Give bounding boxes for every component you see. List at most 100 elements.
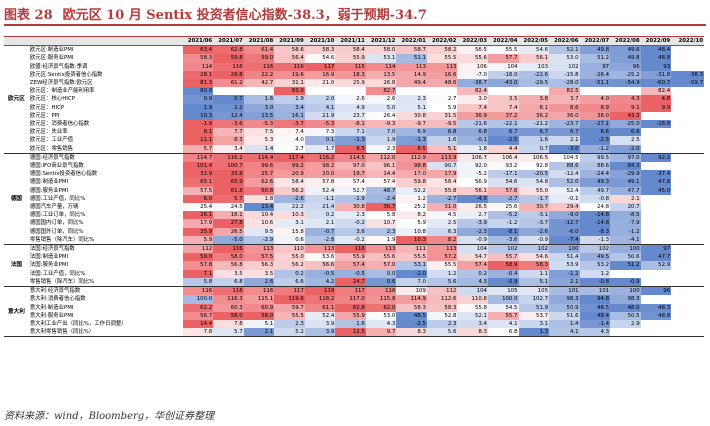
column-header: 2022/04: [487, 35, 519, 47]
value-cell: 8.3: [213, 136, 244, 145]
value-cell: 6.8: [487, 328, 519, 338]
row-label: 德国:工业订单，同比%: [29, 212, 86, 219]
value-cell: 62.8: [335, 303, 366, 312]
value-cell: -12.7: [549, 219, 580, 228]
value-cell: 58.3: [518, 261, 550, 270]
value-cell: -26.4: [579, 70, 611, 80]
value-cell: 2.5: [610, 136, 641, 145]
value-cell: 112: [426, 286, 458, 296]
value-cell: 18.3: [335, 70, 366, 80]
value-cell: 15.8: [274, 227, 305, 236]
value-cell: [671, 95, 704, 103]
value-cell: [641, 203, 672, 211]
value-cell: 81.3: [182, 79, 214, 88]
value-cell: 56.9: [457, 178, 488, 187]
row-label: 德国:Sentix投资者信心指数: [29, 171, 98, 178]
value-cell: 119: [304, 286, 336, 296]
value-cell: 116: [243, 62, 275, 71]
table-row: 德国:工业产值，同比% 6.0 5.7 1.8 -2.6 -1.1 -1.9 -2.4 1.2-…: [4, 194, 704, 204]
value-cell: 42.7: [243, 79, 275, 88]
value-cell: [671, 203, 704, 211]
value-cell: 21.9: [304, 111, 336, 121]
table-row: 德国 德国:经济景气指数 114.7 116.2 116.4 117.4 116.2 114.…: [4, 153, 704, 246]
value-cell: 114: [182, 62, 214, 71]
value-cell: 63.4: [182, 45, 214, 55]
value-cell: [671, 219, 704, 227]
value-cell: 0.0: [365, 269, 397, 278]
value-cell: 55.8: [457, 303, 488, 312]
value-cell: -1.2: [487, 219, 519, 228]
value-cell: -2.0: [610, 144, 641, 154]
value-cell: 22.2: [243, 70, 275, 80]
value-cell: -38.7: [457, 79, 488, 88]
value-cell: 5.0: [365, 103, 397, 112]
value-cell: 1.7: [304, 144, 336, 154]
value-cell: 0.2: [304, 211, 336, 220]
column-header: 2022/10: [671, 35, 704, 47]
value-cell: -0.8: [579, 277, 611, 288]
value-cell: [671, 228, 704, 236]
value-cell: 25.4: [182, 203, 214, 212]
value-cell: 99.6: [243, 162, 275, 171]
value-cell: -28.8: [640, 120, 672, 129]
value-cell: 57.2: [426, 253, 458, 262]
value-cell: 59.7: [274, 303, 305, 312]
value-cell: -2.7: [487, 194, 519, 204]
value-cell: 48.8: [640, 54, 672, 63]
value-cell: 97: [579, 62, 611, 71]
value-cell: 59.0: [182, 253, 214, 262]
value-cell: 56.5: [457, 45, 488, 55]
value-cell: 3.0: [457, 95, 488, 104]
value-cell: 106.5: [518, 153, 550, 163]
value-cell: -0.5: [335, 269, 366, 278]
value-cell: [335, 87, 366, 95]
value-cell: 111: [396, 244, 427, 254]
value-cell: 2.3: [335, 211, 366, 220]
value-cell: 8.2: [426, 235, 458, 246]
table-row: 欧盟:经济景气指数:季调 114 116 116 116 117 115 114 113 113 1…: [4, 62, 704, 71]
value-cell: 97.0: [335, 162, 366, 171]
value-cell: -22.6: [518, 70, 550, 80]
value-cell: 8.1: [182, 128, 214, 137]
value-cell: 58.6: [274, 45, 305, 55]
value-cell: 82.5: [549, 87, 580, 96]
value-cell: 55.7: [487, 311, 519, 320]
value-cell: 83.0: [274, 87, 305, 96]
table-row: 意大利:服务业PMI 56.7 58.0 58.0 55.5 52.4 55.9 53.0 48…: [4, 311, 704, 320]
value-cell: 0.1: [304, 136, 336, 145]
value-cell: -3.6: [487, 235, 519, 246]
value-cell: 2.0: [304, 95, 336, 104]
value-cell: 61.1: [304, 303, 336, 312]
value-cell: -2.6: [518, 227, 550, 236]
value-cell: 102: [518, 244, 550, 254]
value-cell: -1.3: [579, 235, 611, 246]
value-cell: 55.7: [487, 253, 519, 262]
value-cell: 115.1: [243, 295, 275, 304]
value-cell: 55.9: [335, 311, 366, 320]
row-label: 欧元区：PPI: [29, 112, 60, 119]
value-cell: 106.7: [457, 153, 488, 163]
value-cell: -1.9: [182, 120, 214, 129]
value-cell: 5.1: [426, 144, 458, 154]
value-cell: 13.5: [365, 70, 397, 80]
value-cell: -4.5: [457, 194, 488, 204]
value-cell: 1.2: [396, 194, 427, 204]
value-cell: 7.4: [457, 103, 488, 112]
value-cell: [671, 328, 704, 338]
value-cell: 10.3: [396, 235, 427, 246]
value-cell: -24.4: [579, 170, 611, 179]
value-cell: 112.9: [396, 153, 427, 163]
value-cell: 1.8: [457, 144, 488, 154]
value-cell: 50.6: [610, 253, 641, 262]
value-cell: 100: [610, 244, 641, 254]
value-cell: 0.2: [457, 269, 488, 278]
value-cell: 113: [365, 244, 397, 254]
value-cell: 2.3: [365, 144, 397, 154]
value-cell: [671, 162, 704, 170]
value-cell: 13.4: [243, 203, 275, 212]
value-cell: 82.4: [640, 87, 672, 96]
title-bar: 图表 28 欧元区 10 月 Sentix 投资者信心指数-38.3，弱于预期-…: [4, 2, 706, 26]
value-cell: 54.8: [518, 178, 550, 187]
value-cell: 101.4: [182, 162, 214, 171]
value-cell: [244, 87, 275, 95]
